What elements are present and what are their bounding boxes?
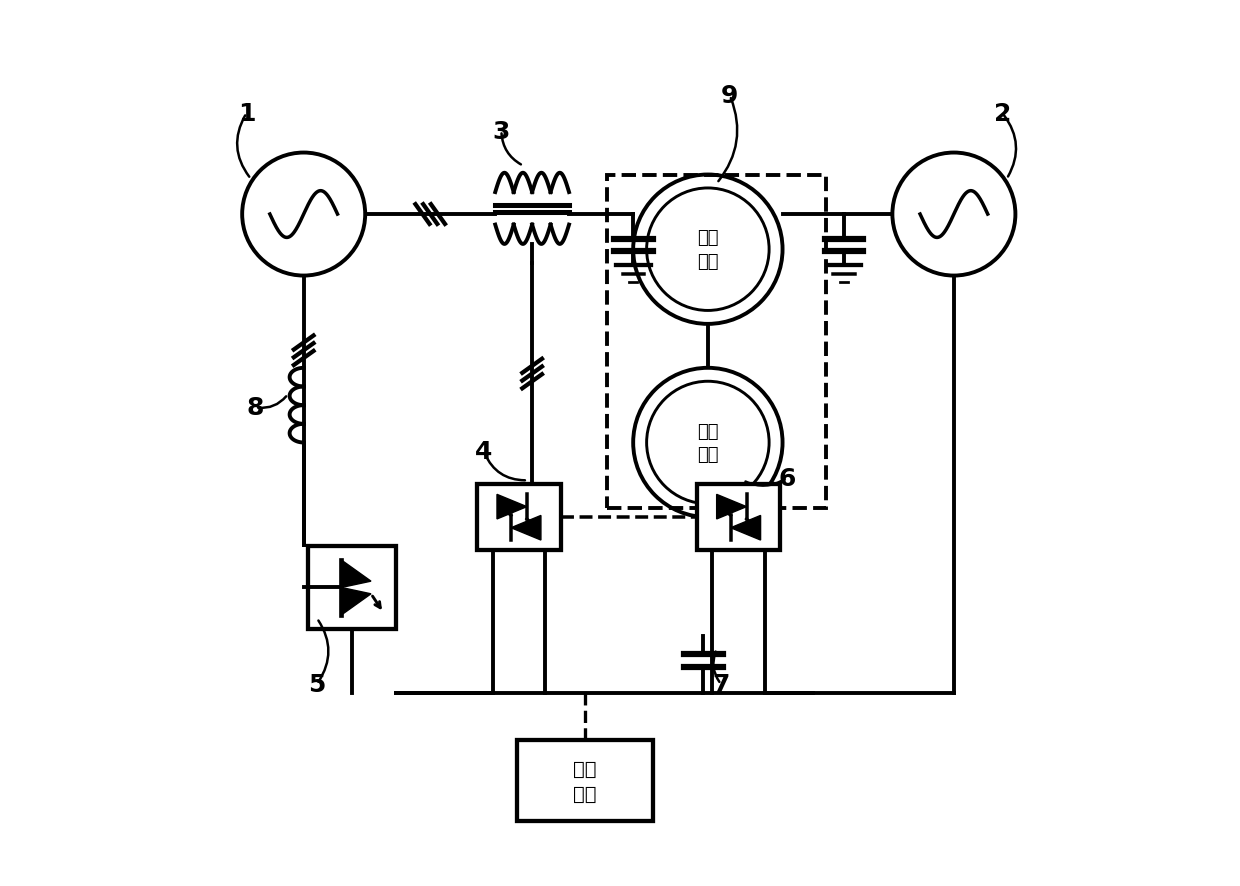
Bar	[606, 175, 827, 509]
Text: 4: 4	[475, 439, 492, 463]
Polygon shape	[497, 494, 527, 519]
Text: 7: 7	[712, 672, 729, 696]
Bar	[477, 485, 560, 550]
Polygon shape	[341, 587, 371, 615]
Text: 6: 6	[779, 466, 796, 490]
Polygon shape	[341, 561, 371, 587]
Text: 控制
电路: 控制 电路	[573, 759, 596, 803]
Circle shape	[242, 153, 366, 276]
Text: 直流
电机: 直流 电机	[697, 423, 719, 463]
Polygon shape	[717, 494, 746, 519]
Text: 5: 5	[309, 672, 326, 696]
Bar	[697, 485, 780, 550]
Circle shape	[893, 153, 1016, 276]
Text: 1: 1	[238, 102, 255, 126]
Text: 3: 3	[492, 120, 510, 144]
Text: 9: 9	[722, 84, 739, 108]
Circle shape	[634, 175, 782, 324]
Text: 2: 2	[993, 102, 1011, 126]
Text: 8: 8	[247, 396, 264, 420]
Text: 双馈
电机: 双馈 电机	[697, 229, 719, 271]
Polygon shape	[511, 516, 541, 540]
Polygon shape	[730, 516, 760, 540]
Bar	[308, 546, 396, 630]
Circle shape	[634, 369, 782, 517]
Bar	[517, 741, 653, 821]
